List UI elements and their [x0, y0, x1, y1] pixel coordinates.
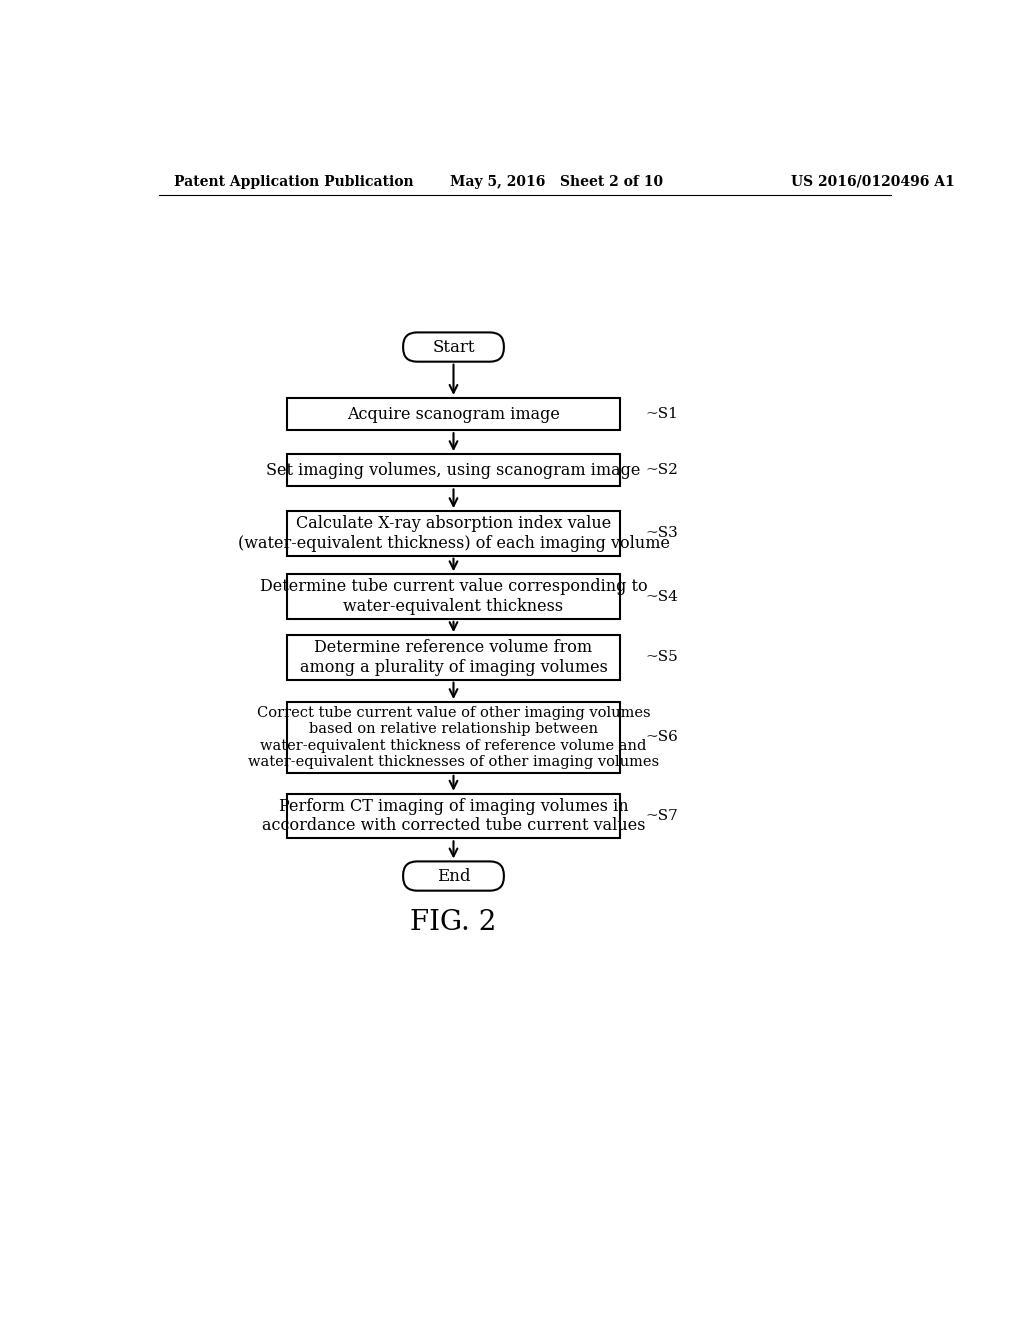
Text: May 5, 2016   Sheet 2 of 10: May 5, 2016 Sheet 2 of 10: [450, 174, 663, 189]
Text: ~S1: ~S1: [645, 407, 678, 421]
Text: Acquire scanogram image: Acquire scanogram image: [347, 405, 560, 422]
FancyBboxPatch shape: [287, 574, 621, 619]
Text: Set imaging volumes, using scanogram image: Set imaging volumes, using scanogram ima…: [266, 462, 641, 479]
Text: Calculate X-ray absorption index value
(water-equivalent thickness) of each imag: Calculate X-ray absorption index value (…: [238, 515, 670, 552]
Text: End: End: [437, 867, 470, 884]
Text: Patent Application Publication: Patent Application Publication: [174, 174, 414, 189]
Text: Correct tube current value of other imaging volumes
based on relative relationsh: Correct tube current value of other imag…: [248, 706, 659, 768]
FancyBboxPatch shape: [287, 511, 621, 556]
Text: ~S2: ~S2: [645, 463, 678, 478]
Text: Determine reference volume from
among a plurality of imaging volumes: Determine reference volume from among a …: [300, 639, 607, 676]
Text: ~S6: ~S6: [645, 730, 678, 744]
Text: US 2016/0120496 A1: US 2016/0120496 A1: [791, 174, 954, 189]
FancyBboxPatch shape: [287, 454, 621, 487]
Text: ~S5: ~S5: [645, 651, 678, 664]
FancyBboxPatch shape: [403, 862, 504, 891]
Text: ~S3: ~S3: [645, 527, 678, 540]
Text: ~S7: ~S7: [645, 809, 678, 822]
Text: ~S4: ~S4: [645, 590, 678, 603]
FancyBboxPatch shape: [287, 397, 621, 430]
Text: FIG. 2: FIG. 2: [411, 908, 497, 936]
FancyBboxPatch shape: [287, 702, 621, 774]
Text: Start: Start: [432, 338, 475, 355]
FancyBboxPatch shape: [403, 333, 504, 362]
Text: Determine tube current value corresponding to
water-equivalent thickness: Determine tube current value correspondi…: [260, 578, 647, 615]
FancyBboxPatch shape: [287, 793, 621, 838]
Text: Perform CT imaging of imaging volumes in
accordance with corrected tube current : Perform CT imaging of imaging volumes in…: [262, 797, 645, 834]
FancyBboxPatch shape: [287, 635, 621, 680]
